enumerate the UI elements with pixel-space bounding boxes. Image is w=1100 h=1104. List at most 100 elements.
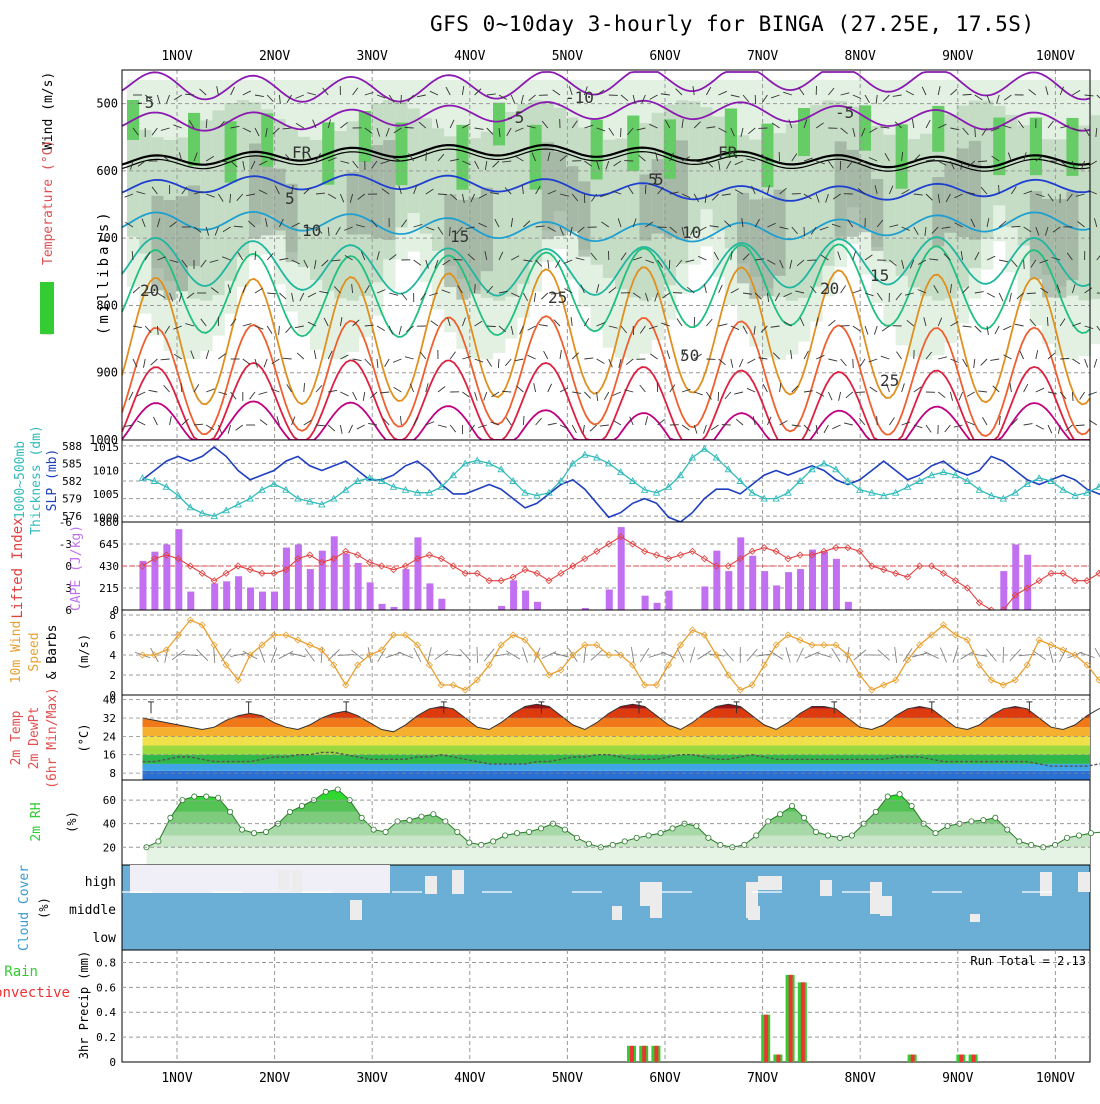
wind-label-2: Speed <box>27 632 42 671</box>
day-label-bottom: 3NOV <box>357 1071 388 1086</box>
cape-bar <box>259 592 266 610</box>
cape-bar <box>271 592 278 610</box>
rh-marker <box>299 803 304 808</box>
rh-marker <box>1076 833 1081 838</box>
rh-marker <box>670 826 675 831</box>
cape-bar <box>701 586 708 610</box>
rh-marker <box>383 829 388 834</box>
contour-label: -10 <box>565 88 594 107</box>
wind-label-3: & Barbs <box>45 625 60 680</box>
cape-bar <box>654 603 661 610</box>
rh-marker <box>514 831 519 836</box>
rh-marker <box>479 842 484 847</box>
precip-ytick: 0 <box>109 1056 116 1069</box>
rh-marker <box>837 835 842 840</box>
precip-ytick: 0.6 <box>96 981 116 994</box>
rh-marker <box>1017 839 1022 844</box>
contour-label: 5 <box>285 189 295 208</box>
cape-bar <box>1012 545 1019 610</box>
rh-marker <box>395 819 400 824</box>
cape-bar <box>845 602 852 610</box>
day-label-bottom: 9NOV <box>942 1071 973 1086</box>
wind-barb <box>1047 317 1048 326</box>
rh-marker <box>359 815 364 820</box>
rh-band-mid <box>505 112 517 297</box>
day-label-bottom: 4NOV <box>454 1071 485 1086</box>
rh-marker <box>718 842 723 847</box>
day-label-bottom: 1NOV <box>161 1071 192 1086</box>
rh-band-green <box>627 116 639 172</box>
wind-barb <box>401 95 402 104</box>
thickness-ytick: 585 <box>62 457 82 470</box>
upper-wind-label: Wind (m/s) <box>41 72 56 150</box>
cape-bar <box>833 559 840 610</box>
wind-barb <box>475 284 476 293</box>
rh2m-label: 2m RH <box>29 802 44 841</box>
wind-ytick: 6 <box>109 629 116 642</box>
rh-marker <box>371 827 376 832</box>
rh-marker <box>1029 842 1034 847</box>
day-label-top: 1NOV <box>161 49 192 64</box>
wind-label-1: 10m Wind <box>9 621 24 684</box>
cloud-clear-block <box>1078 872 1090 892</box>
rh-marker <box>467 840 472 845</box>
cape-bar <box>343 554 350 610</box>
rh-marker <box>168 815 173 820</box>
wind-barb <box>405 127 414 128</box>
rh-band-dark <box>273 169 285 231</box>
rh-marker <box>969 819 974 824</box>
cape-bar <box>797 569 804 610</box>
cloud-clear-block <box>758 876 782 890</box>
thickness-ytick: 588 <box>62 440 82 453</box>
cape-bar <box>749 556 756 610</box>
rh-marker <box>335 787 340 792</box>
rh-band-dark <box>469 197 481 293</box>
wind-ytick: 8 <box>109 609 116 622</box>
precip-conv-bar <box>776 1055 780 1062</box>
rh-legend-swatch <box>40 282 54 334</box>
slp-label: SLP (mb) <box>45 449 60 512</box>
precip-conv-bar <box>764 1015 768 1062</box>
precip-label-1: Total / Rain <box>0 964 38 980</box>
temp-band <box>122 727 1090 736</box>
day-label-top: 6NOV <box>649 49 680 64</box>
rh-band-green <box>932 106 944 152</box>
precip-conv-bar <box>630 1046 634 1062</box>
wind-barb <box>978 161 987 162</box>
cape-bar <box>426 583 433 610</box>
contour-label: -5 <box>505 108 524 127</box>
contour-label: FR <box>718 143 738 162</box>
slp-ytick: 1015 <box>93 441 120 454</box>
cape-bar <box>773 585 780 610</box>
rh-band-dark <box>176 196 188 291</box>
temp-label-3: (6hr Min/Max) <box>45 687 60 789</box>
rh-band-dark <box>481 188 493 271</box>
rh-band-mid <box>786 124 798 301</box>
cape-bar <box>247 587 254 610</box>
rh-marker <box>981 818 986 823</box>
wind-barb <box>1027 293 1036 294</box>
cape-ytick: 215 <box>99 582 119 595</box>
cape-bar <box>187 592 194 610</box>
day-label-top: 9NOV <box>942 49 973 64</box>
precip-label-2: Convective <box>0 985 70 1001</box>
rh-marker <box>897 792 902 797</box>
day-label-bottom: 10NOV <box>1036 1071 1075 1086</box>
rh-marker <box>491 839 496 844</box>
cape-ytick: 645 <box>99 538 119 551</box>
day-label-bottom: 2NOV <box>259 1071 290 1086</box>
wind-barb <box>1094 359 1097 368</box>
rh-marker <box>156 839 161 844</box>
wind-barb <box>963 94 972 95</box>
rh-band-mid <box>713 117 725 231</box>
contour-label: FR <box>292 143 312 162</box>
precip-ytick: 0.8 <box>96 956 116 969</box>
cape-bar <box>1000 571 1007 610</box>
cloud-unit: (%) <box>37 897 51 919</box>
wind-barb <box>1060 358 1069 359</box>
rh-marker <box>263 829 268 834</box>
thickness-ytick: 582 <box>62 475 82 488</box>
contour-label: -5 <box>135 93 154 112</box>
rh2m-unit: (%) <box>65 811 79 833</box>
